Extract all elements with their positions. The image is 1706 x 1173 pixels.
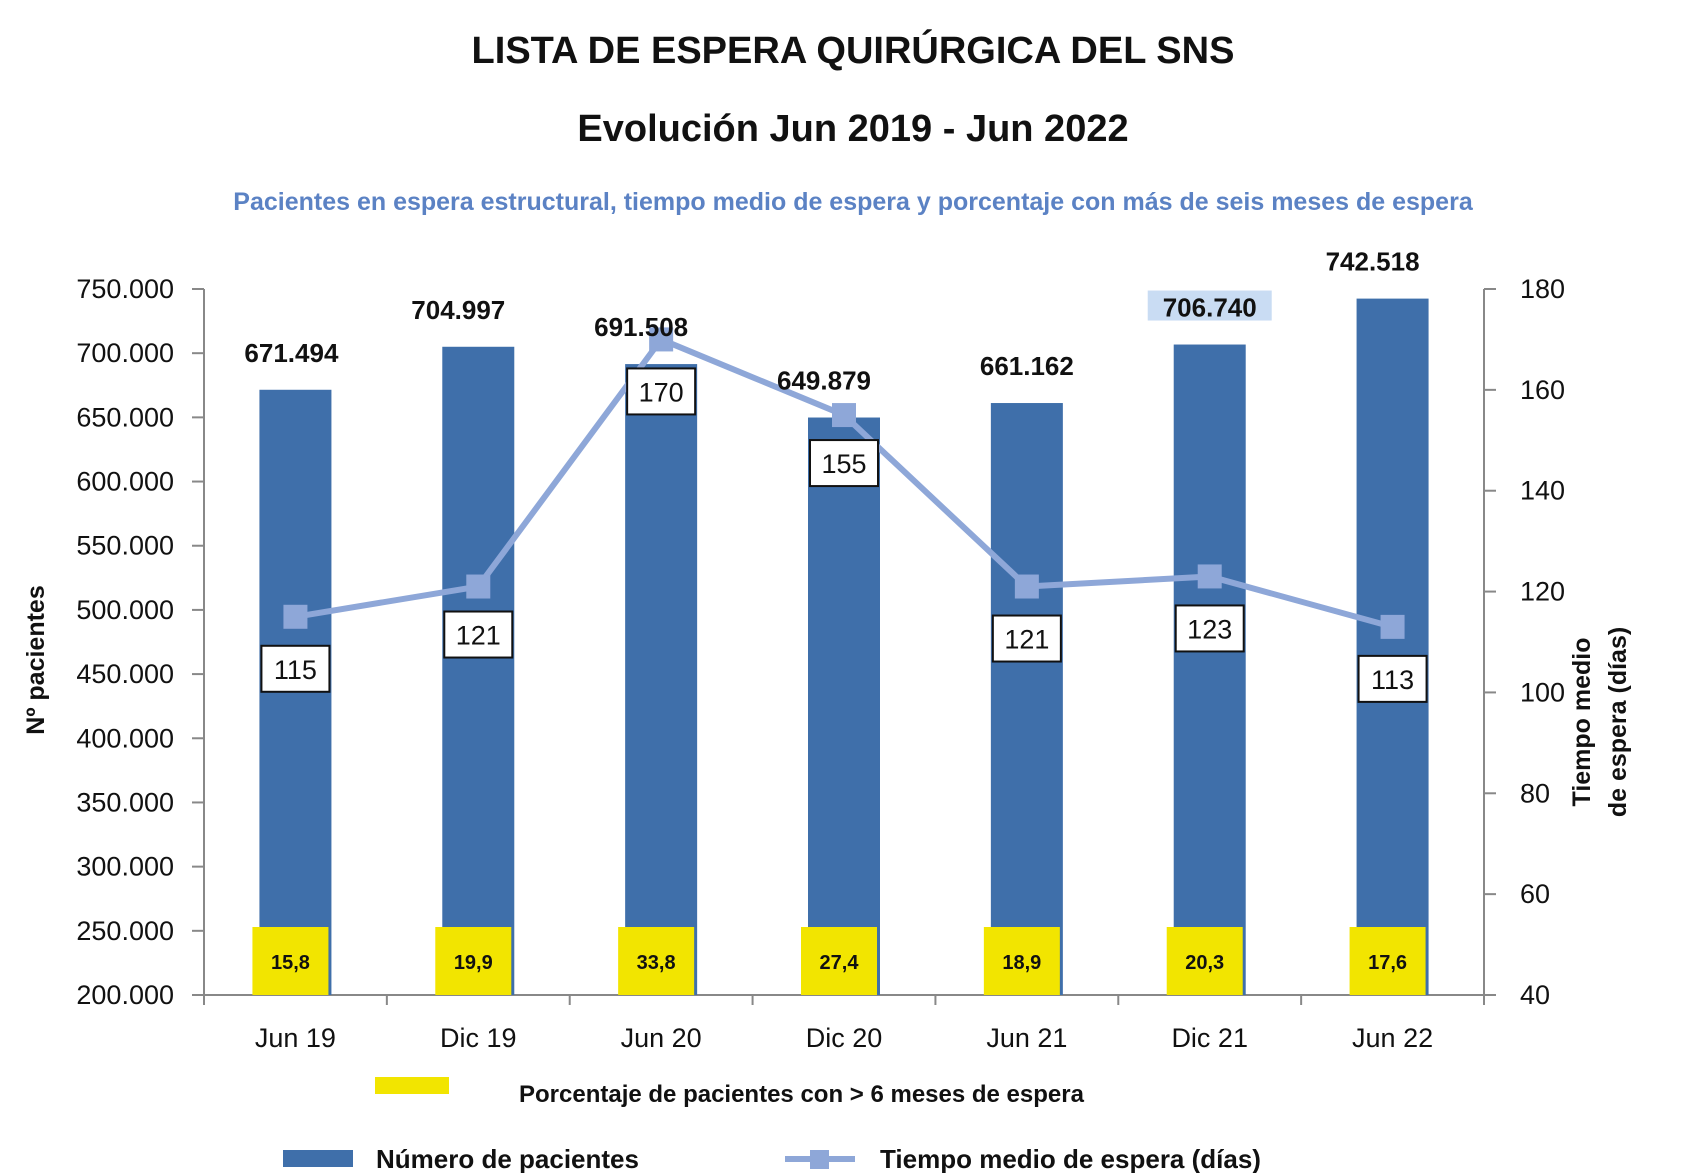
labels-group: 671.494 704.997 691.508 649.879 661.162 706.7… [244, 247, 1428, 703]
y2-tick-label: 80 [1520, 778, 1550, 808]
line-value-box [1174, 604, 1245, 653]
line-value-box [260, 644, 331, 693]
y2-tick-label: 140 [1520, 476, 1565, 506]
x-tick-label: Jun 19 [255, 1023, 336, 1053]
y2-tick-label: 160 [1520, 375, 1565, 405]
x-tick-label: Dic 20 [806, 1023, 883, 1053]
bar-label-highlight [1147, 290, 1272, 321]
y-axis-title: Nº pacientes [22, 585, 50, 734]
line-value-box [991, 614, 1062, 663]
y2-tick-label: 180 [1520, 274, 1565, 304]
pct-box [1166, 927, 1243, 995]
x-tick-label: Jun 20 [621, 1023, 702, 1053]
bar-value-label: 742.518 [1326, 247, 1420, 277]
y-tick-label: 750.000 [76, 274, 174, 304]
y2-tick-label: 60 [1520, 879, 1550, 909]
line-value-box [626, 367, 697, 416]
y-tick-label: 350.000 [76, 787, 174, 817]
chart-caption: Pacientes en espera estructural, tiempo … [233, 188, 1473, 216]
bar [442, 346, 515, 996]
pct-boxes-group: 15,8 19,9 33,8 27,4 18,9 20,3 17,6 [252, 927, 1426, 995]
y2-tick-label: 120 [1520, 577, 1565, 607]
line-marker [832, 403, 856, 428]
y2-tick-label: 40 [1520, 980, 1550, 1010]
bar-value-label: 704.997 [411, 295, 505, 325]
axes: 750.000 700.000 650.000 600.000 550.000 500.0… [76, 274, 1565, 1053]
pct-value-label: 33,8 [637, 952, 676, 974]
line-value-box [809, 439, 879, 488]
bar [1173, 344, 1246, 995]
y-tick-label: 250.000 [76, 916, 174, 946]
y-tick-label: 450.000 [76, 659, 174, 689]
bar-value-label: 706.740 [1163, 293, 1257, 323]
line-value-label: 113 [1371, 665, 1414, 695]
y-tick-label: 550.000 [76, 531, 174, 561]
x-tick-label: Jun 22 [1352, 1023, 1433, 1053]
pct-value-label: 19,9 [454, 952, 493, 974]
pct-box [983, 927, 1060, 995]
pct-box [618, 927, 695, 995]
legend-line-label: Tiempo medio de espera (días) [880, 1144, 1261, 1173]
line-value-label: 170 [639, 377, 684, 407]
legend-pct-label: Porcentaje de pacientes con > 6 meses de… [519, 1081, 1085, 1108]
legend-line-marker [810, 1150, 829, 1169]
y2-tick-label: 100 [1520, 677, 1565, 707]
chart-title: LISTA DE ESPERA QUIRÚRGICA DEL SNS [471, 30, 1235, 72]
y-tick-label: 600.000 [76, 467, 174, 497]
y2-axis-title-line1: Tiempo medio [1568, 637, 1596, 806]
y-tick-label: 650.000 [76, 402, 174, 432]
legend-bars-label: Número de pacientes [376, 1144, 639, 1173]
bars-group [259, 298, 1429, 996]
bar-value-label: 691.508 [594, 312, 688, 342]
line-marker [1014, 574, 1039, 599]
line-group [283, 327, 1405, 639]
line-marker [1380, 614, 1405, 639]
line-value-label: 115 [274, 655, 317, 685]
line-marker [1197, 564, 1222, 589]
line-value-box [443, 610, 514, 659]
line-marker [466, 574, 491, 599]
y-tick-label: 400.000 [76, 723, 174, 753]
pct-box [252, 927, 329, 995]
y-tick-label: 500.000 [76, 595, 174, 625]
y-tick-label: 700.000 [76, 338, 174, 368]
line-marker [649, 327, 674, 352]
line-value-box [1357, 654, 1428, 703]
pct-value-label: 20,3 [1185, 952, 1224, 974]
pct-box [435, 927, 512, 995]
x-tick-label: Dic 19 [440, 1023, 517, 1053]
legend-pct-swatch [375, 1077, 449, 1094]
bar-value-label: 661.162 [980, 351, 1074, 381]
line-value-label: 121 [456, 621, 501, 651]
line-marker [283, 604, 308, 629]
bar [808, 417, 880, 996]
line-value-label: 121 [1004, 625, 1049, 655]
pct-box [1349, 927, 1426, 995]
pct-box [801, 927, 877, 995]
bar-value-label: 649.879 [777, 366, 871, 396]
pct-value-label: 17,6 [1368, 952, 1407, 974]
y-tick-label: 200.000 [76, 980, 174, 1010]
bar [625, 364, 698, 995]
pct-value-label: 27,4 [820, 952, 860, 974]
y2-axis-title-line2: de espera (días) [1604, 627, 1632, 817]
legend-bars-swatch [283, 1150, 353, 1167]
bar [1356, 298, 1429, 996]
pct-value-label: 15,8 [271, 952, 310, 974]
line-value-label: 123 [1187, 614, 1232, 644]
bar [990, 403, 1063, 996]
bar-value-label: 671.494 [244, 338, 339, 368]
pct-value-label: 18,9 [1002, 952, 1041, 974]
x-tick-label: Jun 21 [986, 1023, 1067, 1053]
x-tick-label: Dic 21 [1171, 1023, 1248, 1053]
chart-subtitle: Evolución Jun 2019 - Jun 2022 [577, 108, 1129, 150]
y-tick-label: 300.000 [76, 852, 174, 882]
line-value-label: 155 [821, 449, 866, 479]
